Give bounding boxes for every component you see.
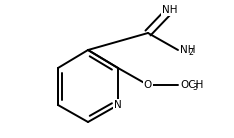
Text: NH: NH (162, 5, 178, 15)
Text: 3: 3 (193, 83, 198, 92)
Text: OCH: OCH (180, 80, 203, 90)
Text: 2: 2 (189, 48, 194, 57)
Text: O: O (144, 80, 152, 90)
Text: NH: NH (180, 45, 195, 55)
Text: N: N (114, 100, 122, 110)
